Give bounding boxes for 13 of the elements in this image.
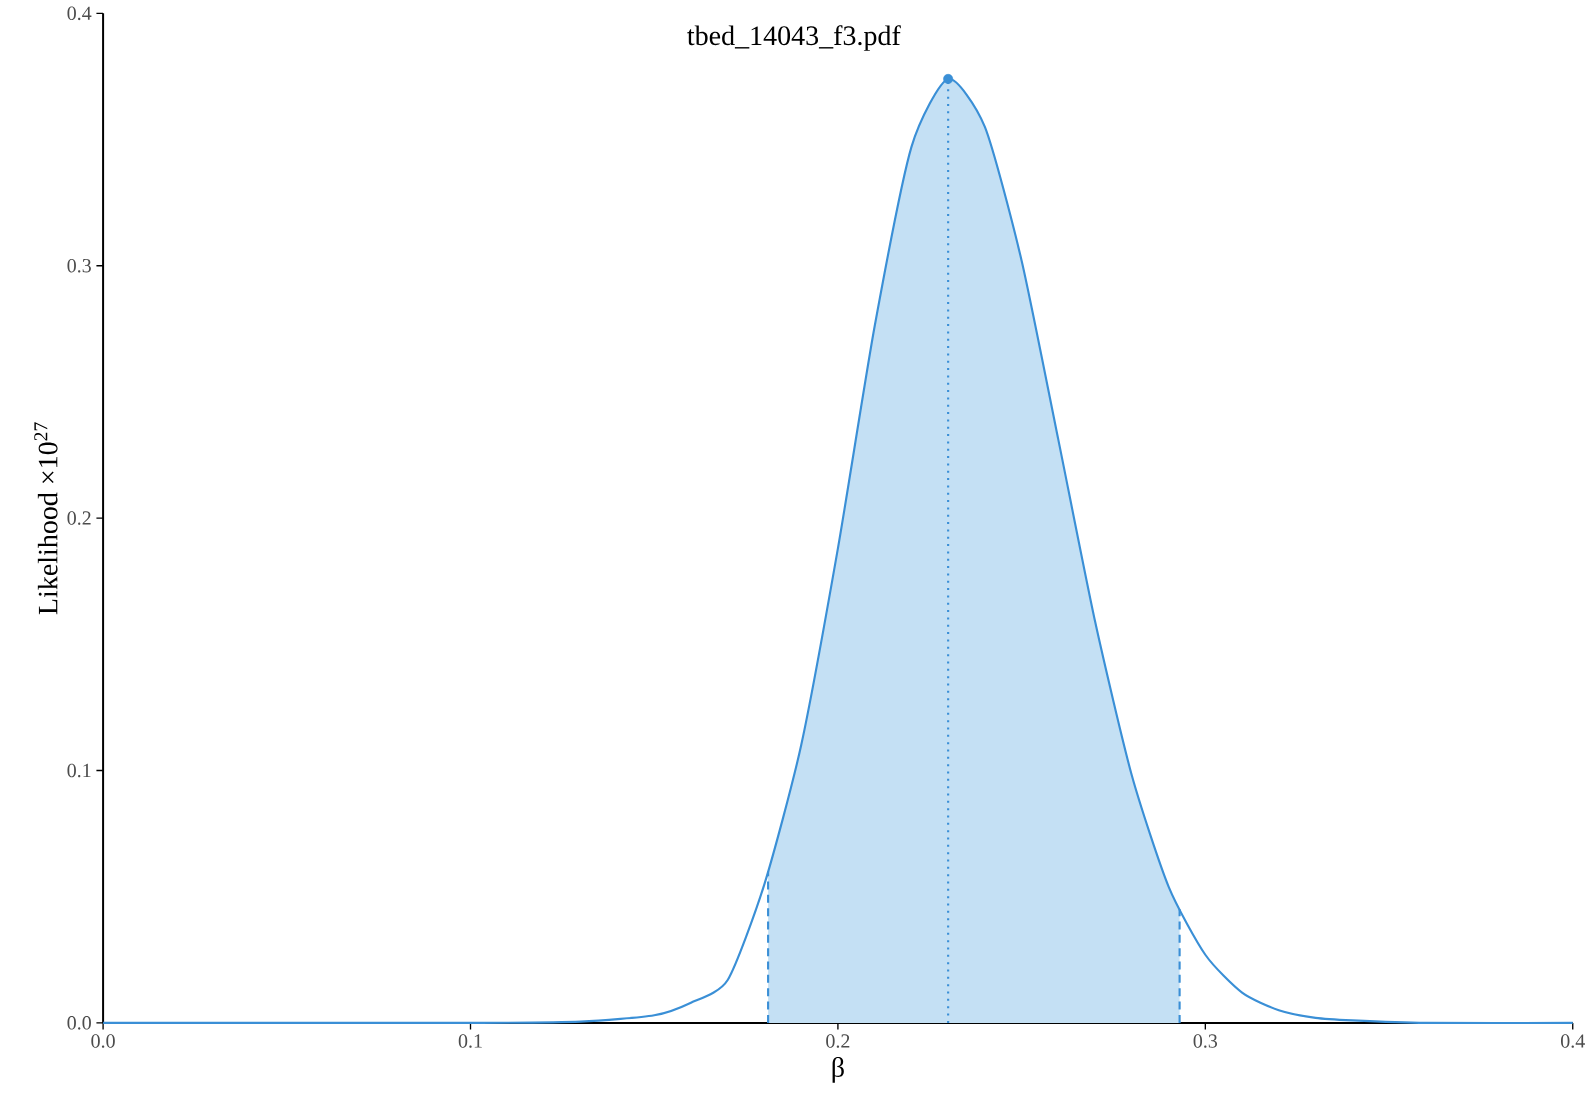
x-tick-label: 0.4	[1560, 1034, 1585, 1049]
y-axis-title: Likelihood ×10$^{27}$	[34, 422, 58, 615]
y-tick-label: 0.2	[67, 511, 91, 526]
chart-title: tbed_14043_f3.pdf	[687, 25, 901, 52]
y-tick-label: 0.0	[67, 1016, 91, 1030]
y-tick-label: 0.1	[67, 763, 91, 778]
x-axis-title: β	[832, 1057, 844, 1083]
x-tick-label: 0.0	[91, 1034, 115, 1049]
x-tick-label: 0.3	[1193, 1034, 1218, 1049]
x-tick-label: 0.1	[458, 1034, 482, 1049]
x-tick-label: 0.2	[826, 1034, 850, 1049]
y-tick-label: 0.3	[67, 259, 91, 273]
y-tick-label: 0.4	[67, 6, 92, 21]
